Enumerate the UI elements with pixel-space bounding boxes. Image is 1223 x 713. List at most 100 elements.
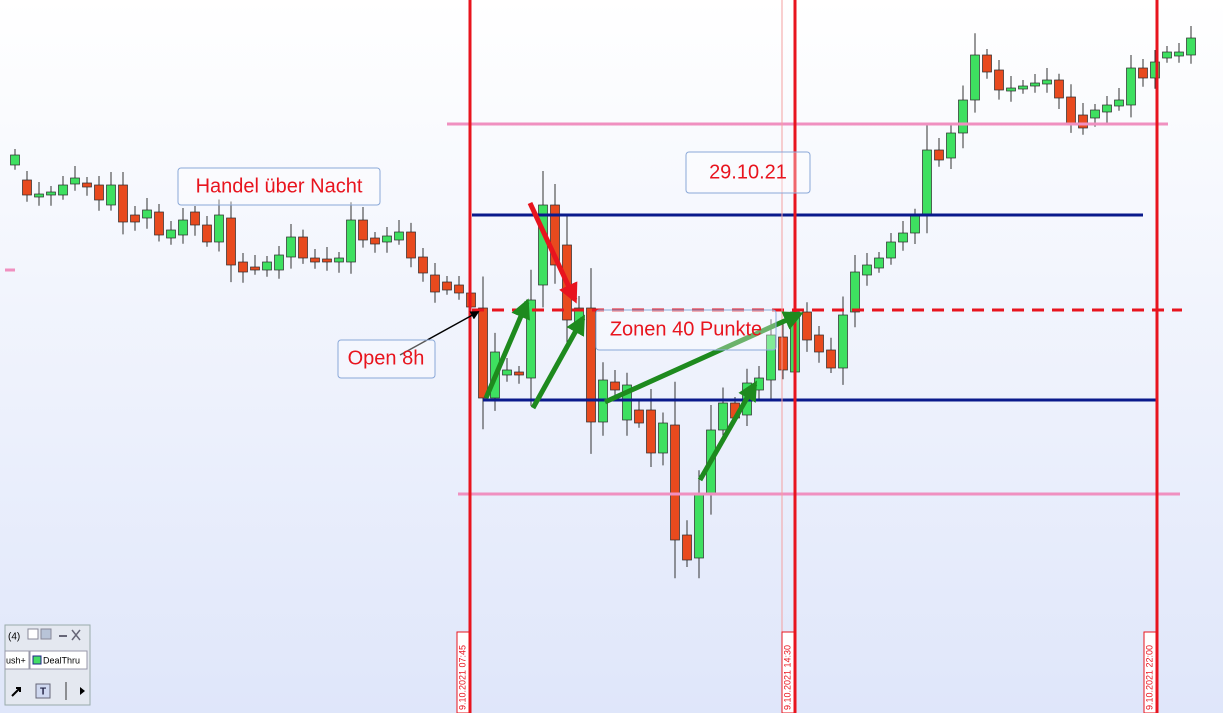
candle-body — [778, 336, 788, 371]
candle-body — [1138, 67, 1148, 79]
candle-body — [442, 281, 452, 291]
candle-body — [982, 54, 992, 73]
candle-body — [310, 257, 320, 263]
note: 29.10.21 — [709, 161, 787, 183]
candle-body — [454, 284, 464, 294]
candle-body — [934, 149, 944, 161]
annotations: Handel über Nacht 29.10.21 Zonen 40 Punk… — [177, 151, 811, 379]
candle-body — [406, 231, 416, 259]
candle-body — [58, 184, 68, 196]
candle-body — [46, 191, 56, 196]
candle-body — [670, 424, 680, 541]
candle-body — [262, 261, 272, 271]
note: Open 8h — [348, 347, 425, 369]
candle-body — [946, 132, 956, 159]
candle-body — [190, 211, 200, 226]
time-label-box — [781, 631, 795, 713]
candle-body — [358, 219, 368, 241]
candle-body — [106, 184, 116, 206]
toolbar-button[interactable] — [27, 628, 39, 640]
text-tool-label: T — [40, 687, 46, 698]
candle-body — [178, 219, 188, 236]
note-box — [337, 339, 436, 379]
candle-body — [802, 311, 812, 341]
candle-body — [694, 492, 704, 559]
green-arrow — [483, 298, 530, 399]
candle-body — [826, 349, 836, 369]
candle-body — [34, 193, 44, 198]
candle-body — [1042, 79, 1052, 85]
candle-body — [382, 235, 392, 243]
time-labels: 9.10.2021 07:45 9.10.2021 14:30 9.10.202… — [456, 631, 1157, 713]
tab-icon — [32, 655, 42, 665]
candle-body — [118, 184, 128, 223]
candle-body — [1186, 37, 1196, 56]
candle-body — [394, 231, 404, 241]
candle-body — [514, 371, 524, 376]
note: Handel über Nacht — [196, 175, 363, 197]
candle-body — [622, 384, 632, 421]
black-arrow — [399, 311, 480, 356]
tab[interactable] — [29, 650, 88, 670]
more-button[interactable] — [80, 687, 85, 695]
candle-body — [874, 257, 884, 269]
close-button[interactable] — [71, 629, 81, 641]
green-arrow — [603, 311, 804, 405]
toolbar-button[interactable] — [40, 628, 52, 640]
candle-body — [70, 177, 80, 185]
candle-body — [166, 229, 176, 239]
candle-body — [634, 409, 644, 424]
toolbar-count: (4) — [8, 632, 20, 643]
candle-body — [886, 241, 896, 259]
candle-body — [142, 209, 152, 219]
note: Zonen 40 Punkte — [610, 318, 762, 340]
candle-body — [526, 299, 536, 379]
note-box — [685, 151, 811, 194]
candle-body — [910, 214, 920, 234]
candle-body — [298, 236, 308, 259]
arrows — [399, 201, 804, 482]
candle-body — [958, 99, 968, 134]
candle-body — [274, 254, 284, 271]
candle-body — [646, 409, 656, 454]
candle-body — [1030, 82, 1040, 87]
candle-body — [994, 69, 1004, 91]
candle-body — [82, 182, 92, 188]
time-label-box — [456, 631, 470, 713]
candle-body — [286, 236, 296, 258]
candle-body — [1066, 96, 1076, 126]
candle-body — [418, 256, 428, 274]
candle-body — [1114, 99, 1124, 107]
candle-body — [718, 402, 728, 431]
candle-body — [754, 377, 764, 391]
candle-body — [10, 154, 20, 166]
tab-label: ush+ — [6, 655, 26, 665]
tab[interactable] — [4, 650, 30, 670]
candle-body — [154, 211, 164, 236]
candle-body — [238, 261, 248, 273]
tab-label: DealThru — [43, 655, 80, 665]
candle-body — [1054, 79, 1064, 99]
candle-body — [1078, 114, 1088, 129]
candle-body — [1018, 85, 1028, 90]
candle-body — [130, 214, 140, 223]
candle-body — [1162, 51, 1172, 59]
time-label: 9.10.2021 22:00 — [1144, 645, 1154, 710]
candle-body — [226, 217, 236, 266]
candle-body — [334, 257, 344, 263]
candle-body — [814, 334, 824, 353]
candle-body — [214, 214, 224, 243]
green-arrow — [530, 314, 586, 410]
candle-body — [898, 232, 908, 243]
text-tool[interactable] — [35, 683, 51, 699]
candle-body — [1174, 51, 1184, 57]
candle-body — [94, 184, 104, 201]
toolbar: (4) ush+ DealThru T — [4, 624, 91, 706]
candle-body — [970, 54, 980, 101]
candle-body — [658, 422, 668, 454]
candle-body — [586, 307, 596, 423]
arrow-tool[interactable] — [11, 687, 21, 697]
candle-body — [862, 264, 872, 276]
candle-body — [250, 266, 260, 271]
